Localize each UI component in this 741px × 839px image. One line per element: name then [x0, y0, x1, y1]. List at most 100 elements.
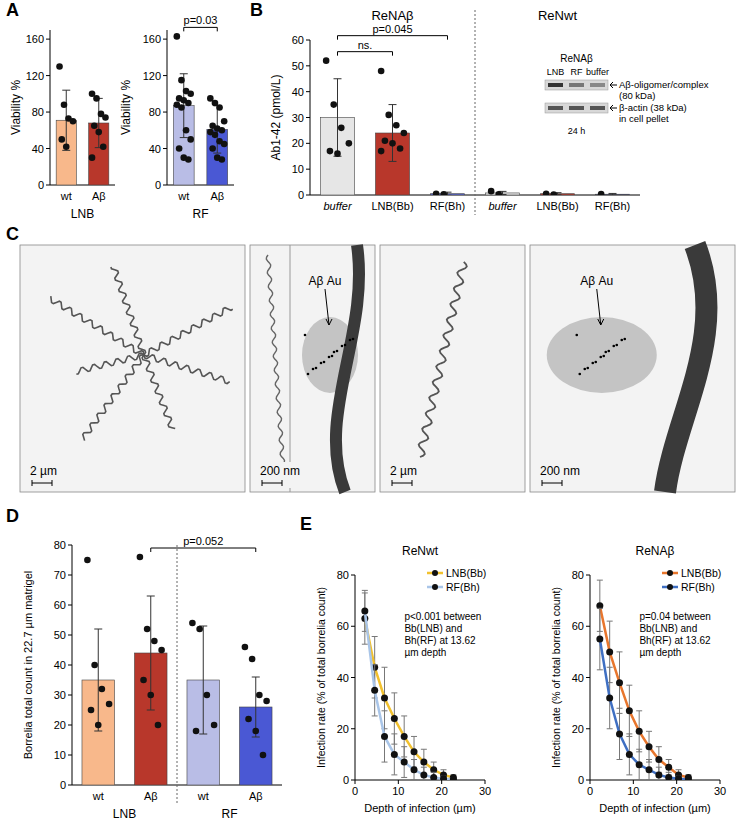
chart-title: ReNAβ [636, 544, 675, 558]
lane-label: buffer [586, 67, 609, 77]
data-point [211, 722, 218, 729]
gold-particle [612, 345, 615, 348]
x-tick [485, 780, 486, 784]
error-bar [411, 760, 417, 781]
y-tick [306, 117, 310, 118]
blot-band [569, 106, 584, 110]
text-line: Bh(RF) at 13.62 [639, 635, 711, 646]
data-point [495, 191, 502, 195]
y-tick-label: 80 [337, 569, 349, 581]
y-tick [68, 575, 72, 576]
data-point [144, 626, 151, 633]
data-point [212, 132, 219, 139]
y-tick [68, 755, 72, 756]
gold-particle [323, 361, 326, 364]
bar [89, 123, 109, 185]
data-point [330, 101, 337, 108]
data-point [397, 145, 404, 152]
annotation: p=0.04 betweenBb(LNB) andBh(RF) at 13.62… [639, 611, 711, 658]
y-axis-title: Borrelia total count in 22.7 µm matrigel [22, 571, 34, 760]
error-bar [391, 734, 397, 775]
error-bar [431, 772, 437, 780]
y-tick [163, 39, 167, 40]
y-tick [586, 575, 590, 576]
gold-particle [315, 367, 318, 370]
annotation: p=0.045 [372, 23, 412, 35]
x-tick-label: 20 [436, 785, 448, 797]
blot-band [569, 83, 584, 87]
data-point [665, 774, 672, 780]
y-tick-label: 20 [292, 137, 304, 149]
data-point [334, 150, 341, 157]
data-point [196, 626, 203, 633]
scale-bar-label: 2 µm [390, 464, 417, 478]
data-point [95, 129, 102, 136]
y-tick-label: 10 [54, 749, 66, 761]
gold-particle [607, 350, 610, 353]
data-point [385, 112, 392, 119]
significance-bracket [338, 52, 393, 56]
data-point [596, 636, 603, 643]
text-line: Bb(LNB) and [404, 623, 462, 634]
x-tick-label: 0 [352, 785, 358, 797]
arrow [325, 289, 332, 325]
data-point [646, 743, 653, 750]
annotation: p=0.052 [183, 535, 223, 547]
x-tick-label: LNB(Bb) [371, 200, 413, 212]
y-tick [306, 91, 310, 92]
gold-particle [336, 350, 339, 353]
y-tick-label: 0 [343, 774, 349, 786]
band-label: (80 kDa) [619, 90, 655, 101]
x-tick [720, 780, 721, 784]
data-point [598, 191, 605, 195]
x-tick-label: wt [60, 190, 72, 202]
y-tick-label: 30 [292, 112, 304, 124]
data-point [401, 130, 408, 137]
data-point [420, 759, 427, 766]
x-tick-label: Aβ [210, 190, 224, 202]
y-tick-label: 0 [60, 779, 66, 791]
data-point [381, 695, 388, 702]
group-title: ReNwt [538, 8, 577, 23]
y-tick-label: 80 [572, 569, 584, 581]
data-point [440, 775, 447, 780]
error-bar [666, 772, 672, 780]
y-tick [163, 75, 167, 76]
data-point [323, 57, 330, 64]
data-point [93, 95, 100, 102]
x-tick-label: wt [177, 190, 189, 202]
data-point [187, 91, 194, 98]
data-point [401, 759, 408, 766]
y-tick [586, 728, 590, 729]
data-point [636, 761, 643, 768]
y-tick [306, 40, 310, 41]
gold-particle [320, 362, 323, 365]
data-point [221, 141, 228, 148]
error-bar [421, 767, 427, 780]
error-bar [636, 749, 642, 780]
cloud [547, 317, 657, 393]
data-point [665, 764, 672, 771]
gold-particle [591, 362, 594, 365]
data-point [382, 137, 389, 144]
gold-particle [352, 338, 355, 341]
y-tick [68, 695, 72, 696]
legend-label: LNB(Bb) [681, 567, 721, 579]
scale-bar-label: 2 µm [30, 464, 57, 478]
x-tick-label: buffer [323, 200, 352, 212]
blot-band [548, 106, 563, 110]
data-point [378, 68, 385, 75]
arrow [610, 82, 617, 88]
y-tick-label: 70 [54, 569, 66, 581]
data-point [176, 145, 183, 152]
gold-particle [604, 351, 607, 354]
data-point [189, 620, 196, 627]
spirochete [144, 308, 233, 357]
data-point [636, 728, 643, 735]
data-point [102, 114, 109, 121]
spirochete [76, 353, 143, 374]
legend-marker [667, 584, 673, 590]
y-axis-title: Viability % [119, 80, 133, 135]
spirochete [144, 355, 230, 384]
x-tick-label: Aβ [249, 790, 263, 802]
